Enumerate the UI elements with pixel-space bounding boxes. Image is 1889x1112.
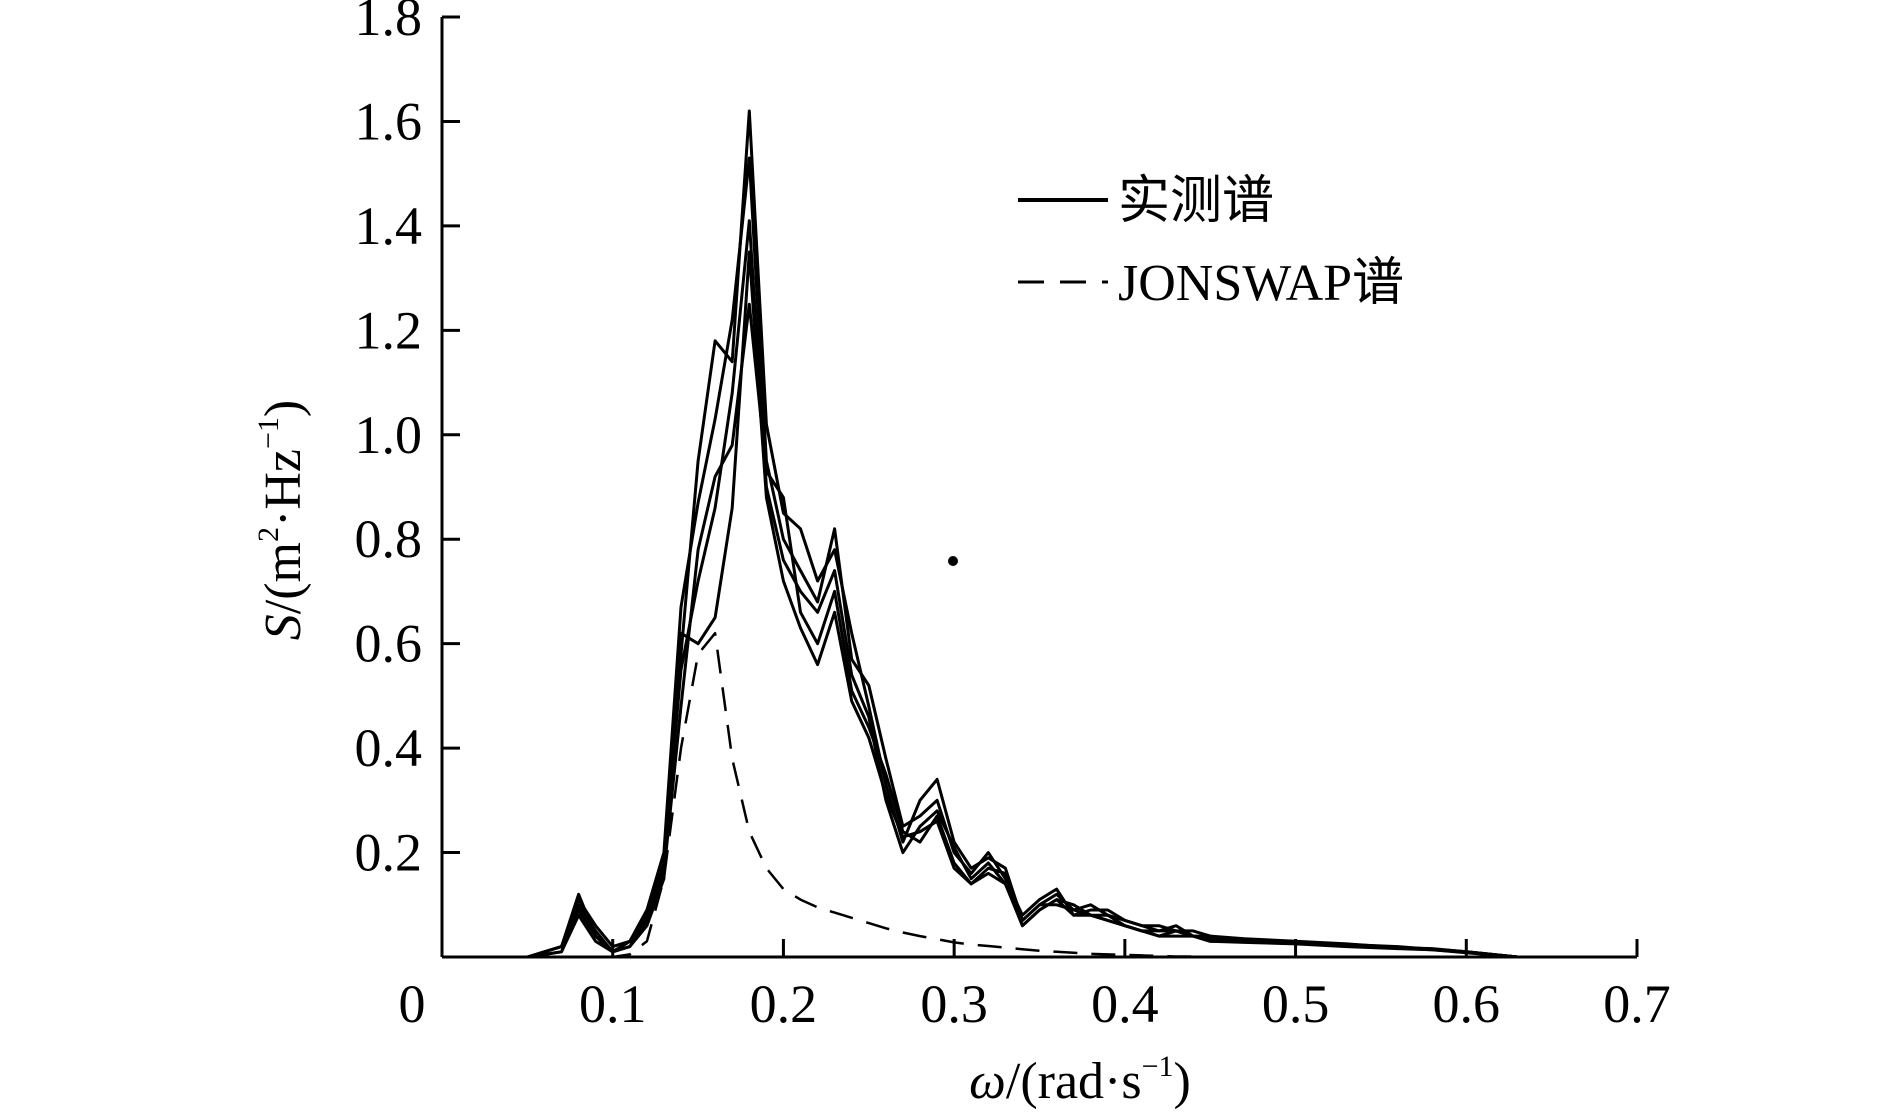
series-line-jonswap (493, 631, 1518, 959)
x-tick-label: 0.1 (579, 974, 647, 1034)
legend-label-measured: 实测谱 (1118, 173, 1274, 230)
x-axis-label-sup: −1 (1142, 1050, 1174, 1083)
series-group (493, 109, 1518, 959)
y-axis-label-text1: /(m (255, 542, 312, 614)
x-axis-label-symbol: ω (969, 1053, 1006, 1110)
y-axis-label-text2: ·Hz (255, 449, 312, 527)
series-line-measured-3 (493, 302, 1518, 959)
y-axis-label-symbol: S (255, 614, 312, 640)
x-axis-label-close: ) (1174, 1053, 1191, 1110)
tick-labels: 0 0.1 0.2 0.3 0.4 0.5 0.6 0.7 0.2 0.4 0.6 0.8 1.0 1.2… (355, 0, 1671, 1034)
x-tick-label: 0 (399, 974, 426, 1034)
series-line-measured-4 (493, 219, 1518, 959)
y-tick-label: 1.0 (355, 405, 423, 465)
y-tick-label: 0.8 (355, 509, 423, 569)
y-axis-label-close: ) (255, 400, 312, 417)
x-tick-label: 0.7 (1603, 974, 1671, 1034)
series-line-measured-5 (493, 250, 1518, 959)
legend-label-jonswap: JONSWAP谱 (1118, 255, 1404, 312)
y-tick-label: 0.4 (355, 718, 423, 778)
y-axis-label-sup1: 2 (252, 527, 285, 542)
x-axis-label: ω/(rad·s−1) (969, 1050, 1191, 1110)
y-axis-label: S/(m2·Hz−1) (252, 400, 312, 640)
x-tick-label: 0.5 (1262, 974, 1330, 1034)
y-tick-label: 0.6 (355, 614, 423, 674)
y-tick-label: 1.8 (355, 0, 423, 47)
y-tick-label: 1.2 (355, 300, 423, 360)
y-tick-label: 1.6 (355, 91, 423, 151)
series-line-measured-2 (493, 156, 1518, 959)
stray-point (948, 556, 958, 566)
axes (440, 17, 1637, 959)
y-tick-label: 0.2 (355, 823, 423, 883)
x-tick-label: 0.2 (750, 974, 818, 1034)
series-line-measured-1 (493, 109, 1518, 959)
legend: 实测谱 JONSWAP谱 (1018, 173, 1404, 312)
y-axis-label-sup2: −1 (252, 417, 285, 449)
y-tick-label: 1.4 (355, 196, 423, 256)
x-axis-label-text: /(rad·s (1006, 1053, 1142, 1110)
x-tick-label: 0.3 (920, 974, 988, 1034)
x-tick-label: 0.4 (1091, 974, 1159, 1034)
x-tick-label: 0.6 (1433, 974, 1501, 1034)
